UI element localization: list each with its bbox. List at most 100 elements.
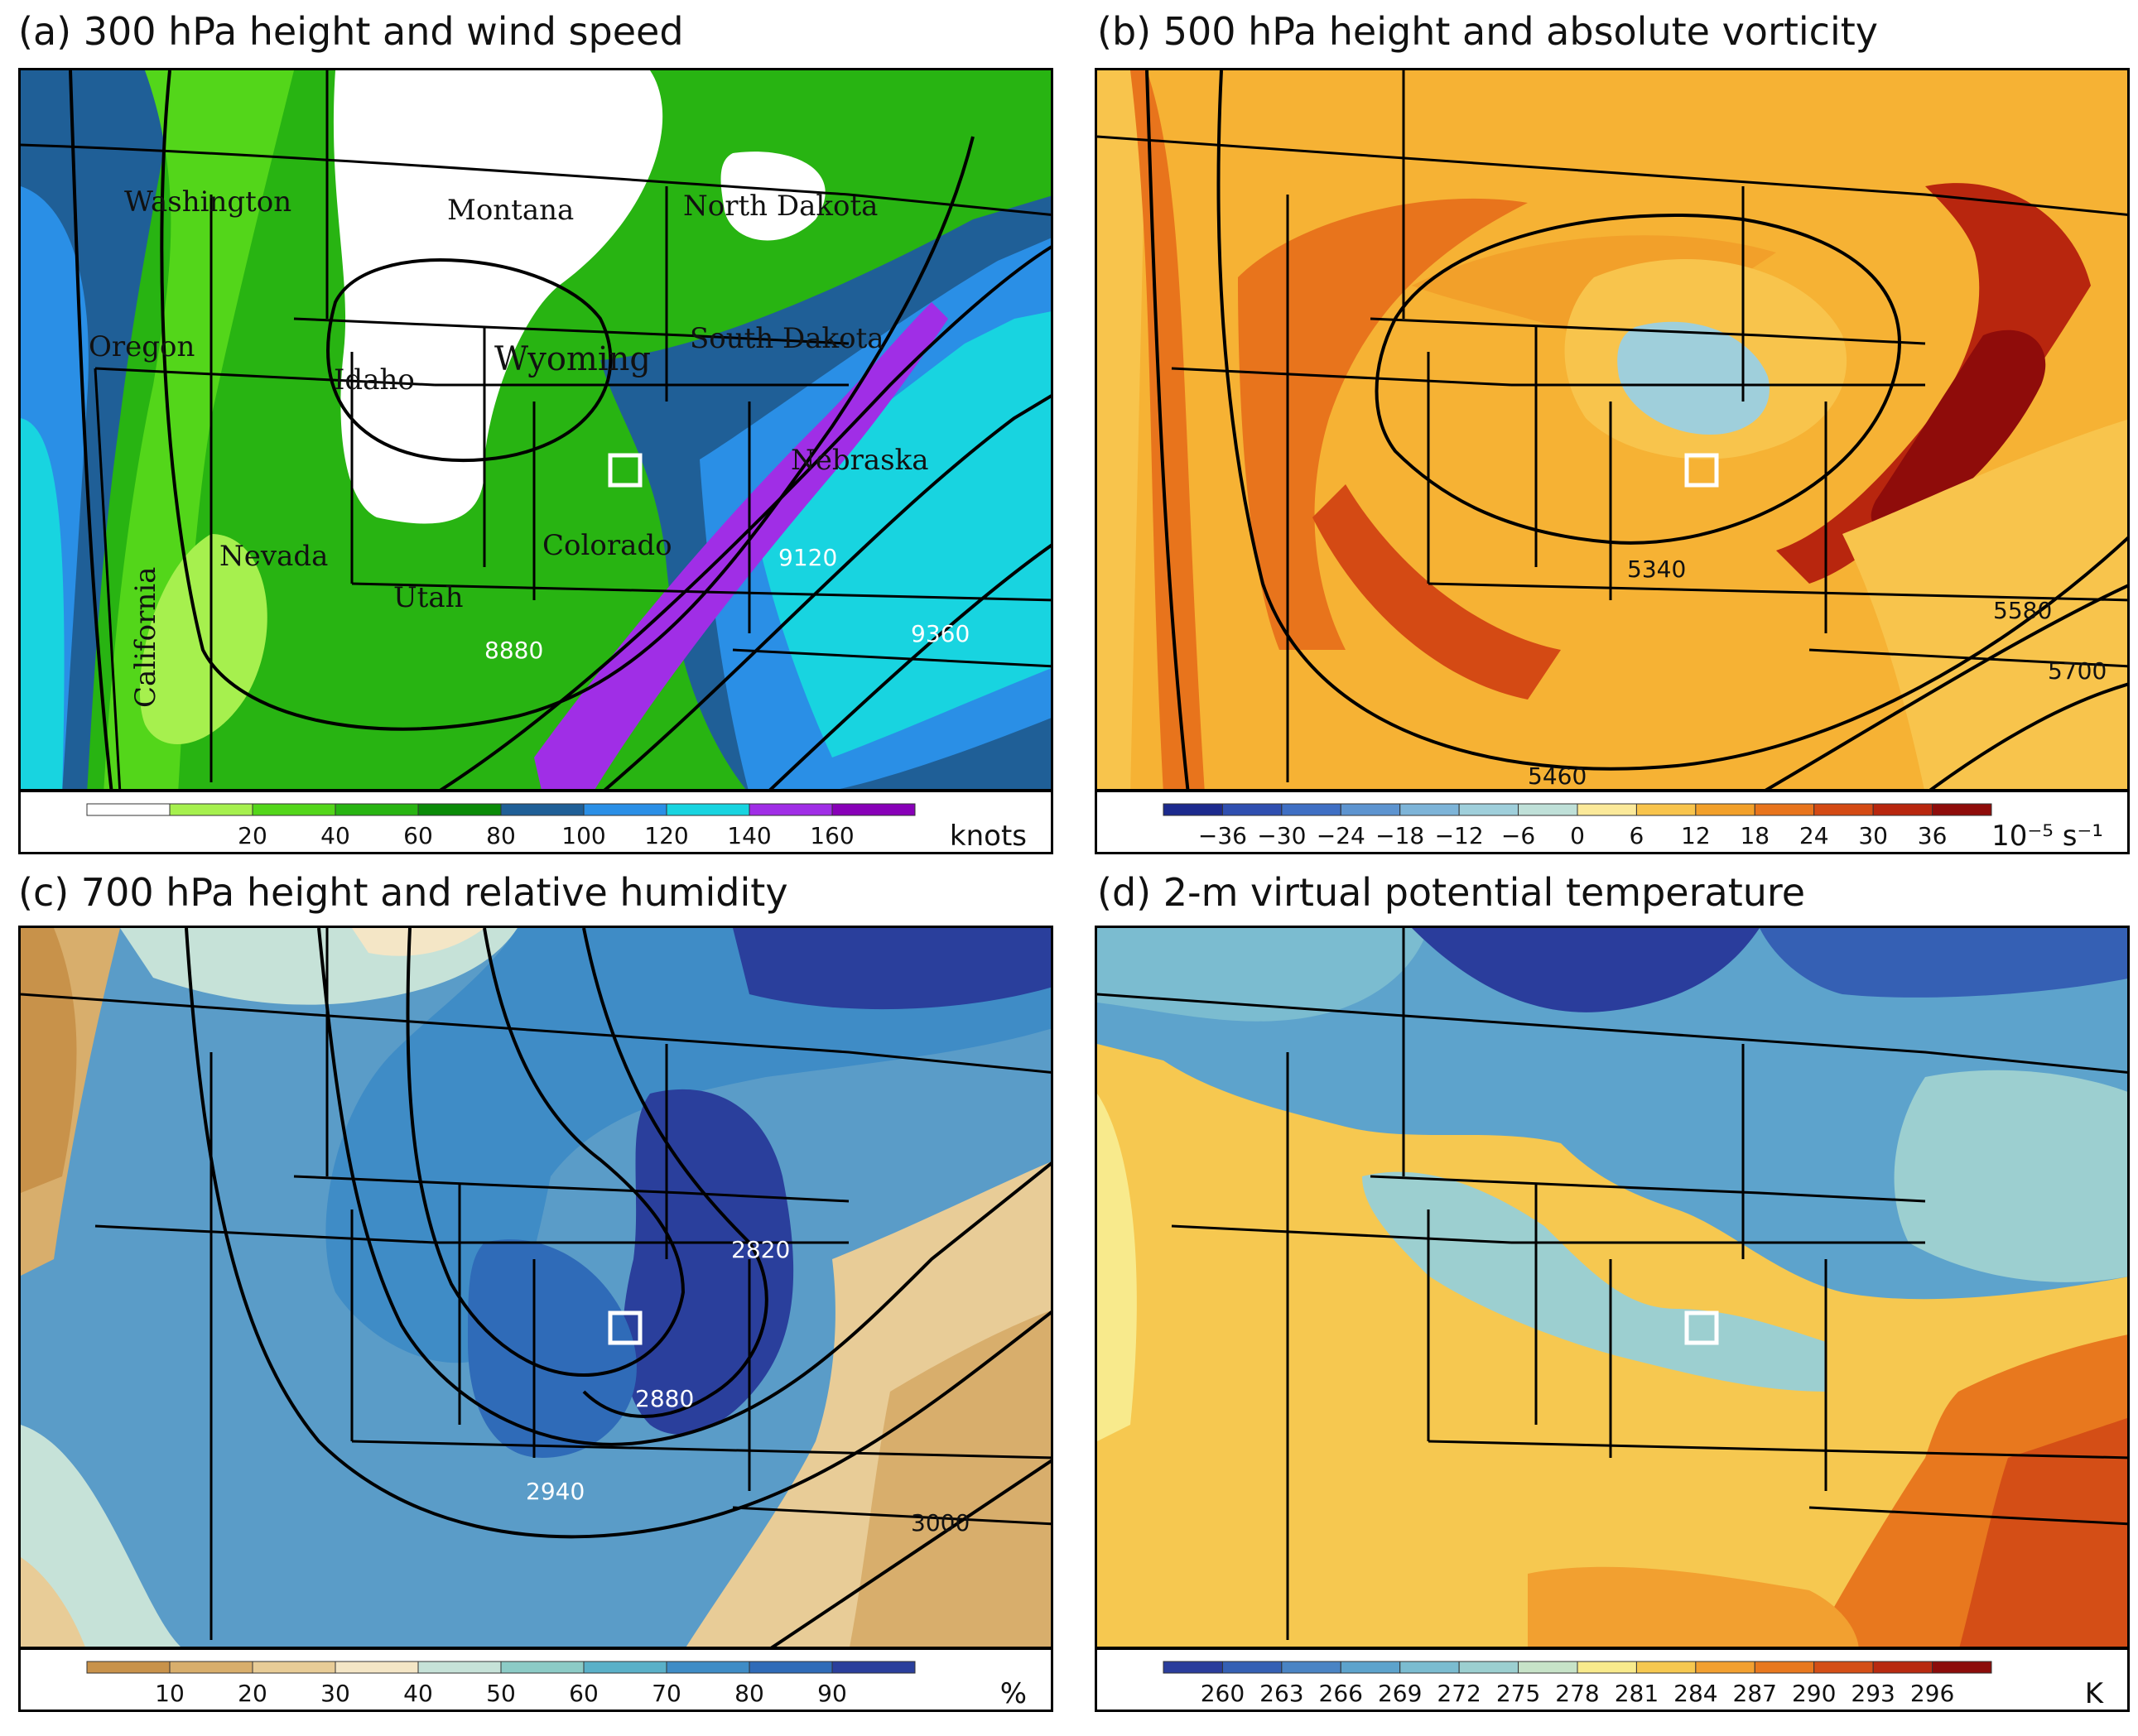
colorbar-tick-label: 36 bbox=[1918, 822, 1948, 849]
colorbar-swatch bbox=[1695, 803, 1755, 816]
contour-label: 2940 bbox=[526, 1478, 585, 1505]
contour-label: 9360 bbox=[911, 620, 970, 647]
colorbar-swatch bbox=[86, 803, 171, 816]
state-montana: Montana bbox=[447, 194, 574, 227]
colorbar-tick-label: 10 bbox=[155, 1680, 185, 1707]
panel-b-field: 5340 5580 5700 5460 bbox=[1097, 70, 2127, 790]
colorbar-swatch bbox=[1577, 803, 1637, 816]
contour-label: 2820 bbox=[731, 1236, 790, 1263]
colorbar-swatch bbox=[1163, 803, 1223, 816]
colorbar-swatch bbox=[252, 1661, 336, 1674]
colorbar-tick-label: 140 bbox=[727, 822, 771, 849]
state-idaho: Idaho bbox=[334, 363, 415, 397]
colorbar-tick-label: 70 bbox=[652, 1680, 681, 1707]
panel-c-title: (c) 700 hPa height and relative humidity bbox=[18, 870, 788, 915]
colorbar-swatch bbox=[335, 1661, 419, 1674]
colorbar-swatch bbox=[252, 803, 336, 816]
panel-b-map: 5340 5580 5700 5460 bbox=[1095, 68, 2130, 791]
colorbar-tick-label: 18 bbox=[1740, 822, 1770, 849]
colorbar-swatch bbox=[169, 803, 253, 816]
colorbar-swatch bbox=[831, 803, 916, 816]
panel-b-colorbar: −36 −30 −24 −18 −12 −6 0 6 12 18 24 30 36 10⁻⁵ s⁻¹ bbox=[1095, 790, 2130, 854]
colorbar-swatch bbox=[1399, 1661, 1460, 1674]
panel-b-title: (b) 500 hPa height and absolute vorticit… bbox=[1097, 9, 1878, 54]
colorbar-tick-label: 6 bbox=[1630, 822, 1644, 849]
colorbar-tick-label: 30 bbox=[1858, 822, 1888, 849]
colorbar-swatch bbox=[417, 1661, 502, 1674]
colorbar-tick-label: 12 bbox=[1681, 822, 1711, 849]
panel-a-colorbar: 20 40 60 80 100 120 140 160 knots bbox=[18, 790, 1053, 854]
state-north-dakota: North Dakota bbox=[683, 190, 878, 223]
contour-label: 5460 bbox=[1528, 762, 1587, 790]
colorbar-swatch bbox=[500, 1661, 585, 1674]
colorbar-swatch bbox=[417, 803, 502, 816]
colorbar-tick-label: 50 bbox=[486, 1680, 516, 1707]
panel-d-map bbox=[1095, 926, 2130, 1649]
colorbar-swatch bbox=[1340, 803, 1401, 816]
colorbar-tick-label: 100 bbox=[561, 822, 605, 849]
colorbar-tick-label: 60 bbox=[403, 822, 433, 849]
colorbar-tick-label: 160 bbox=[810, 822, 854, 849]
colorbar-swatch bbox=[1695, 1661, 1755, 1674]
colorbar-tick-label: −24 bbox=[1317, 822, 1365, 849]
colorbar-swatch bbox=[1932, 803, 1992, 816]
colorbar-tick-label: 24 bbox=[1799, 822, 1829, 849]
colorbar-swatch bbox=[1399, 803, 1460, 816]
state-utah: Utah bbox=[393, 581, 464, 614]
colorbar-swatch bbox=[666, 803, 750, 816]
colorbar-tick-label: 293 bbox=[1851, 1680, 1895, 1707]
state-nebraska: Nebraska bbox=[791, 444, 928, 477]
colorbar-swatch bbox=[749, 803, 833, 816]
colorbar-tick-label: 281 bbox=[1615, 1680, 1659, 1707]
state-oregon: Oregon bbox=[89, 330, 195, 363]
colorbar-swatch bbox=[1518, 1661, 1578, 1674]
panel-a-field: Washington Montana North Dakota Oregon I… bbox=[21, 70, 1051, 789]
colorbar-swatch bbox=[1281, 803, 1341, 816]
panel-d-title: (d) 2-m virtual potential temperature bbox=[1097, 870, 1806, 915]
colorbar-swatch bbox=[500, 803, 585, 816]
panel-d-field bbox=[1097, 928, 2127, 1647]
colorbar-swatch bbox=[1340, 1661, 1401, 1674]
colorbar-unit-label: K bbox=[2085, 1677, 2105, 1710]
colorbar-swatch bbox=[1635, 1661, 1697, 1674]
colorbar-tick-label: 263 bbox=[1259, 1680, 1303, 1707]
colorbar-tick-label: 296 bbox=[1910, 1680, 1954, 1707]
colorbar-swatch bbox=[1872, 803, 1933, 816]
panel-d-colorbar: 260 263 266 269 272 275 278 281 284 287 290 293 296 K bbox=[1095, 1647, 2130, 1712]
colorbar-tick-label: −6 bbox=[1501, 822, 1535, 849]
colorbar-unit-label: knots bbox=[950, 820, 1027, 853]
colorbar-tick-label: 290 bbox=[1792, 1680, 1836, 1707]
colorbar-unit-label: 10⁻⁵ s⁻¹ bbox=[1991, 820, 2103, 853]
panel-c-colorbar: 10 20 30 40 50 60 70 80 90% bbox=[18, 1647, 1053, 1712]
colorbar-tick-label: 20 bbox=[238, 822, 267, 849]
colorbar-tick-label: 120 bbox=[644, 822, 688, 849]
state-south-dakota: South Dakota bbox=[690, 322, 884, 355]
colorbar-tick-label: 80 bbox=[734, 1680, 764, 1707]
contour-label: 2880 bbox=[635, 1385, 694, 1412]
colorbar-swatch bbox=[1221, 1661, 1283, 1674]
state-colorado: Colorado bbox=[542, 529, 672, 562]
colorbar-swatch bbox=[1577, 1661, 1637, 1674]
colorbar-tick-label: 284 bbox=[1673, 1680, 1717, 1707]
colorbar-tick-label: −12 bbox=[1435, 822, 1484, 849]
colorbar-tick-label: 278 bbox=[1555, 1680, 1599, 1707]
colorbar-tick-label: 0 bbox=[1570, 822, 1585, 849]
colorbar-swatch bbox=[1754, 1661, 1815, 1674]
colorbar-swatch bbox=[1635, 803, 1697, 816]
colorbar-tick-label: 40 bbox=[403, 1680, 433, 1707]
colorbar-tick-label: 266 bbox=[1319, 1680, 1363, 1707]
colorbar-tick-label: −30 bbox=[1257, 822, 1306, 849]
colorbar-swatch bbox=[1518, 803, 1578, 816]
colorbar-swatch bbox=[583, 803, 667, 816]
colorbar-tick-label: 260 bbox=[1201, 1680, 1245, 1707]
contour-label: 3000 bbox=[911, 1509, 970, 1536]
state-nevada: Nevada bbox=[219, 540, 328, 573]
colorbar-tick-label: 80 bbox=[486, 822, 516, 849]
colorbar-tick-label: 269 bbox=[1378, 1680, 1422, 1707]
contour-label: 9120 bbox=[778, 544, 837, 571]
state-washington: Washington bbox=[124, 185, 291, 219]
colorbar-tick-label: 272 bbox=[1437, 1680, 1481, 1707]
colorbar-tick-label: 90 bbox=[817, 1680, 847, 1707]
colorbar-tick-label: 287 bbox=[1733, 1680, 1777, 1707]
state-wyoming: Wyoming bbox=[494, 340, 651, 378]
